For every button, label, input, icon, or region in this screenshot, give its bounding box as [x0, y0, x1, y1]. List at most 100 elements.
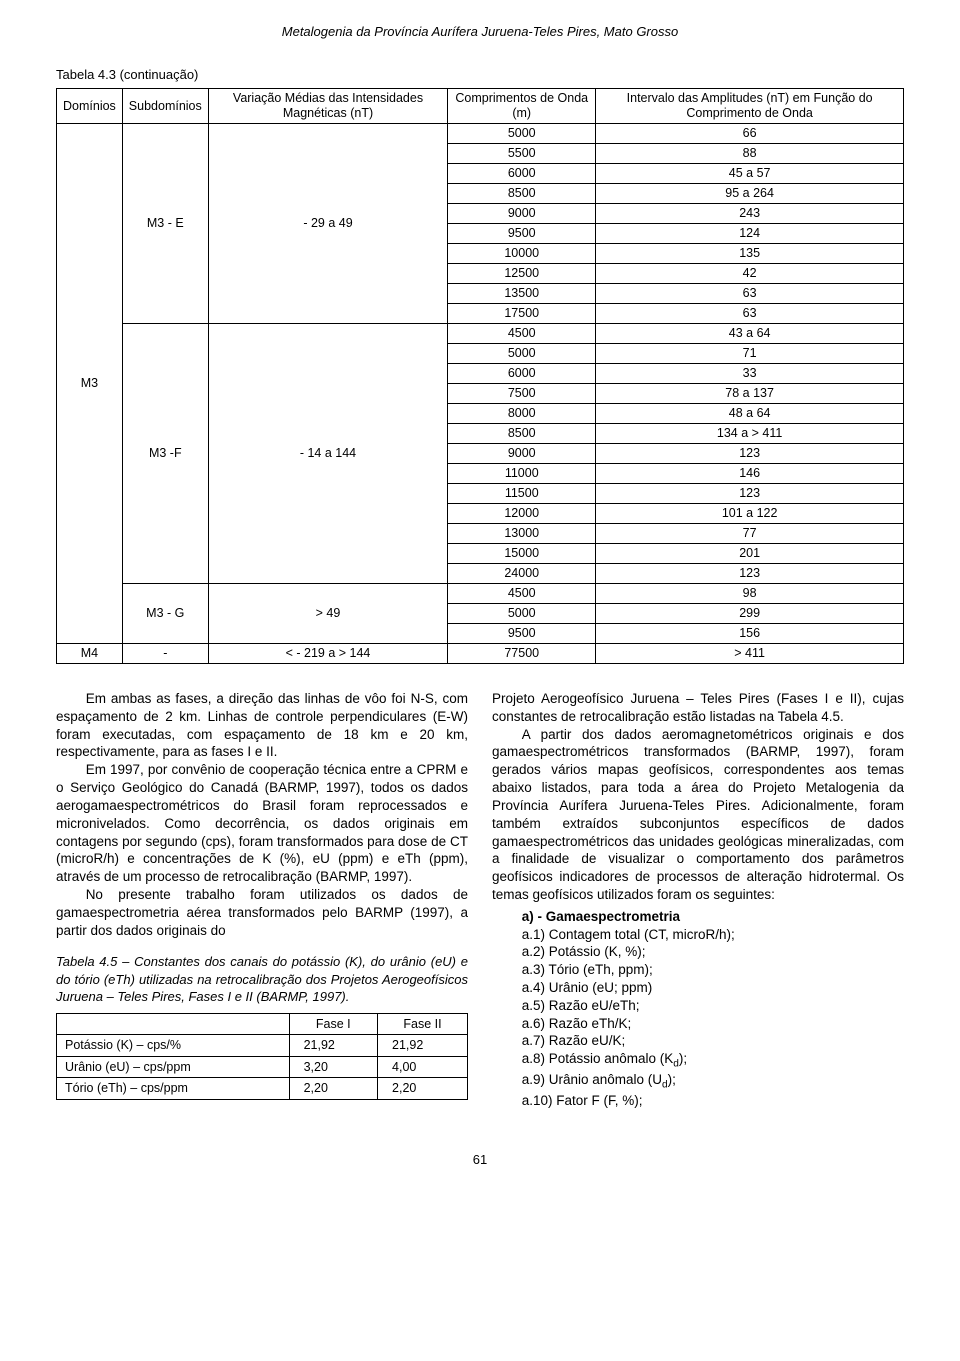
table-row: Tório (eTh) – cps/ppm2,202,20 [57, 1078, 468, 1100]
table-row: M3M3 - E- 29 a 49500066 [57, 124, 904, 144]
cell-comprimento: 5000 [448, 604, 596, 624]
cell-subdominio: M3 -F [122, 324, 208, 584]
paragraph: A partir dos dados aeromagnetométricos o… [492, 726, 904, 904]
cell-intervalo: 123 [596, 444, 904, 464]
col-intervalo: Intervalo das Amplitudes (nT) em Função … [596, 89, 904, 124]
cell-comprimento: 8500 [448, 424, 596, 444]
cell-intervalo: 134 a > 411 [596, 424, 904, 444]
cell-comprimento: 77500 [448, 644, 596, 664]
cell-variacao: - 29 a 49 [208, 124, 447, 324]
cell-comprimento: 5000 [448, 124, 596, 144]
cell-comprimento: 10000 [448, 244, 596, 264]
list-item: a.10) Fator F (F, %); [492, 1092, 904, 1110]
table-header-row: Fase I Fase II [57, 1013, 468, 1035]
cell-comprimento: 8500 [448, 184, 596, 204]
table-45: Fase I Fase II Potássio (K) – cps/%21,92… [56, 1013, 468, 1100]
cell-variacao: > 49 [208, 584, 447, 644]
cell-label: Tório (eTh) – cps/ppm [57, 1078, 290, 1100]
cell-comprimento: 11000 [448, 464, 596, 484]
cell-intervalo: 135 [596, 244, 904, 264]
cell-intervalo: 95 a 264 [596, 184, 904, 204]
table-row: M4-< - 219 a > 14477500> 411 [57, 644, 904, 664]
cell-comprimento: 9000 [448, 444, 596, 464]
col-fase2: Fase II [378, 1013, 468, 1035]
cell-label: Potássio (K) – cps/% [57, 1035, 290, 1057]
cell-comprimento: 8000 [448, 404, 596, 424]
cell-intervalo: 101 a 122 [596, 504, 904, 524]
gamaespectrometria-list: a) - Gamaespectrometria a.1) Contagem to… [492, 908, 904, 1110]
cell-comprimento: 4500 [448, 324, 596, 344]
running-head: Metalogenia da Província Aurífera Juruen… [56, 24, 904, 39]
cell-intervalo: 156 [596, 624, 904, 644]
cell-comprimento: 15000 [448, 544, 596, 564]
cell-comprimento: 9500 [448, 624, 596, 644]
cell-comprimento: 7500 [448, 384, 596, 404]
table45-caption: Tabela 4.5 – Constantes dos canais do po… [56, 953, 468, 1004]
list-item: a.7) Razão eU/K; [492, 1032, 904, 1050]
col-dominios: Domínios [57, 89, 123, 124]
table-row: Urânio (eU) – cps/ppm3,204,00 [57, 1056, 468, 1078]
cell-intervalo: 42 [596, 264, 904, 284]
paragraph: No presente trabalho foram utilizados os… [56, 886, 468, 939]
cell-comprimento: 9000 [448, 204, 596, 224]
list-heading: a) - Gamaespectrometria [492, 908, 904, 926]
table-43: Domínios Subdomínios Variação Médias das… [56, 88, 904, 664]
cell-comprimento: 17500 [448, 304, 596, 324]
cell-subdominio: M3 - E [122, 124, 208, 324]
cell-fase1: 3,20 [289, 1056, 377, 1078]
col-blank [57, 1013, 290, 1035]
cell-intervalo: 146 [596, 464, 904, 484]
col-comprimentos: Comprimentos de Onda (m) [448, 89, 596, 124]
paragraph: Em ambas as fases, a direção das linhas … [56, 690, 468, 761]
list-item: a.4) Urânio (eU; ppm) [492, 979, 904, 997]
cell-fase1: 21,92 [289, 1035, 377, 1057]
cell-intervalo: 299 [596, 604, 904, 624]
list-item: a.9) Urânio anômalo (Ud); [492, 1071, 904, 1092]
cell-intervalo: 71 [596, 344, 904, 364]
cell-intervalo: 45 a 57 [596, 164, 904, 184]
list-item: a.5) Razão eU/eTh; [492, 997, 904, 1015]
cell-fase2: 21,92 [378, 1035, 468, 1057]
cell-fase2: 4,00 [378, 1056, 468, 1078]
paragraph: Projeto Aerogeofísico Juruena – Teles Pi… [492, 690, 904, 726]
cell-comprimento: 24000 [448, 564, 596, 584]
cell-label: Urânio (eU) – cps/ppm [57, 1056, 290, 1078]
cell-variacao: < - 219 a > 144 [208, 644, 447, 664]
cell-intervalo: > 411 [596, 644, 904, 664]
table-row: Potássio (K) – cps/%21,9221,92 [57, 1035, 468, 1057]
list-item: a.6) Razão eTh/K; [492, 1015, 904, 1033]
table-header-row: Domínios Subdomínios Variação Médias das… [57, 89, 904, 124]
cell-intervalo: 201 [596, 544, 904, 564]
cell-variacao: - 14 a 144 [208, 324, 447, 584]
cell-comprimento: 13500 [448, 284, 596, 304]
cell-intervalo: 243 [596, 204, 904, 224]
cell-intervalo: 78 a 137 [596, 384, 904, 404]
list-item: a.1) Contagem total (CT, microR/h); [492, 926, 904, 944]
cell-fase1: 2,20 [289, 1078, 377, 1100]
table-row: M3 - G> 49450098 [57, 584, 904, 604]
cell-comprimento: 5500 [448, 144, 596, 164]
col-subdominios: Subdomínios [122, 89, 208, 124]
cell-intervalo: 66 [596, 124, 904, 144]
list-item: a.8) Potássio anômalo (Kd); [492, 1050, 904, 1071]
cell-intervalo: 63 [596, 284, 904, 304]
cell-intervalo: 88 [596, 144, 904, 164]
cell-intervalo: 43 a 64 [596, 324, 904, 344]
cell-comprimento: 11500 [448, 484, 596, 504]
cell-intervalo: 123 [596, 564, 904, 584]
left-column: Em ambas as fases, a direção das linhas … [56, 690, 468, 1126]
cell-intervalo: 48 a 64 [596, 404, 904, 424]
list-item: a.3) Tório (eTh, ppm); [492, 961, 904, 979]
cell-intervalo: 77 [596, 524, 904, 544]
cell-dominio: M4 [57, 644, 123, 664]
cell-comprimento: 5000 [448, 344, 596, 364]
cell-comprimento: 12500 [448, 264, 596, 284]
cell-fase2: 2,20 [378, 1078, 468, 1100]
cell-intervalo: 98 [596, 584, 904, 604]
two-column-body: Em ambas as fases, a direção das linhas … [56, 690, 904, 1126]
cell-intervalo: 124 [596, 224, 904, 244]
cell-comprimento: 13000 [448, 524, 596, 544]
cell-subdominio: M3 - G [122, 584, 208, 644]
cell-comprimento: 4500 [448, 584, 596, 604]
col-variacao: Variação Médias das Intensidades Magnéti… [208, 89, 447, 124]
